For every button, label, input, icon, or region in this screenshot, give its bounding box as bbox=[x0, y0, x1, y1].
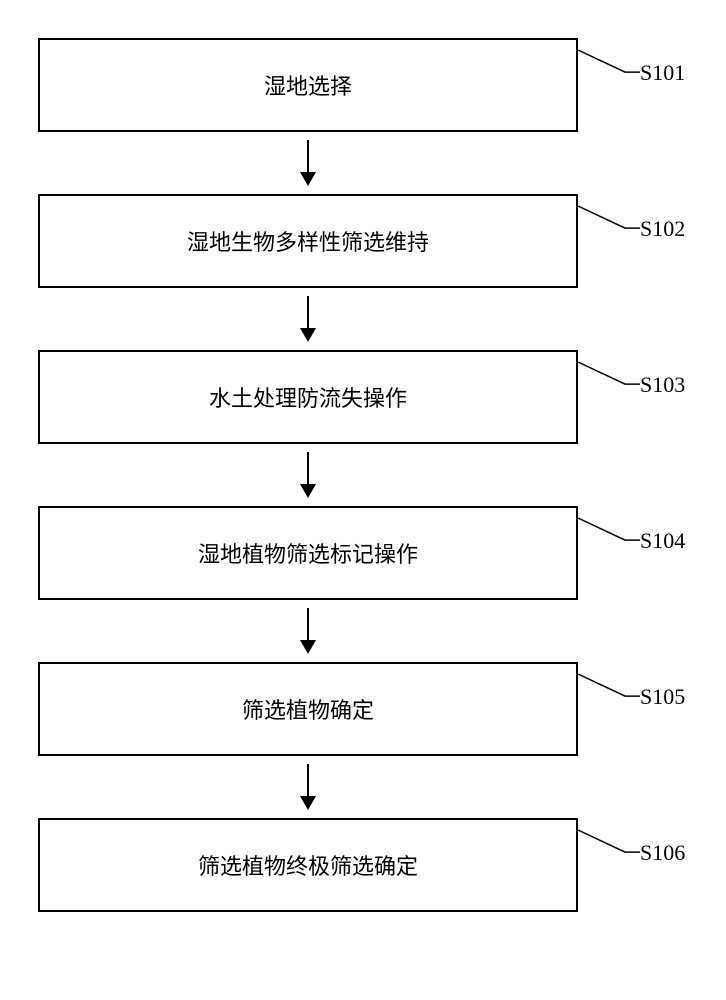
flow-step-id: S106 bbox=[640, 840, 685, 866]
flow-step-id: S103 bbox=[640, 372, 685, 398]
flow-step-label: 湿地植物筛选标记操作 bbox=[198, 537, 418, 569]
flow-step: 湿地选择 bbox=[38, 38, 578, 132]
flow-step: 水土处理防流失操作 bbox=[38, 350, 578, 444]
flow-step-label: 水土处理防流失操作 bbox=[209, 381, 407, 413]
flow-step-label: 筛选植物终极筛选确定 bbox=[198, 849, 418, 881]
flow-step-label: 湿地生物多样性筛选维持 bbox=[187, 225, 429, 257]
flowchart-canvas: 湿地选择 S101 湿地生物多样性筛选维持 S102 水土处理防流失操作 S103 湿地植物… bbox=[0, 0, 726, 1000]
flow-step: 筛选植物确定 bbox=[38, 662, 578, 756]
flow-step-label: 湿地选择 bbox=[264, 69, 352, 101]
flow-step: 湿地植物筛选标记操作 bbox=[38, 506, 578, 600]
flow-step-id: S102 bbox=[640, 216, 685, 242]
flow-step: 筛选植物终极筛选确定 bbox=[38, 818, 578, 912]
flow-step-id: S101 bbox=[640, 60, 685, 86]
flow-step-id: S105 bbox=[640, 684, 685, 710]
flow-step: 湿地生物多样性筛选维持 bbox=[38, 194, 578, 288]
flow-step-id: S104 bbox=[640, 528, 685, 554]
flow-step-label: 筛选植物确定 bbox=[242, 693, 374, 725]
